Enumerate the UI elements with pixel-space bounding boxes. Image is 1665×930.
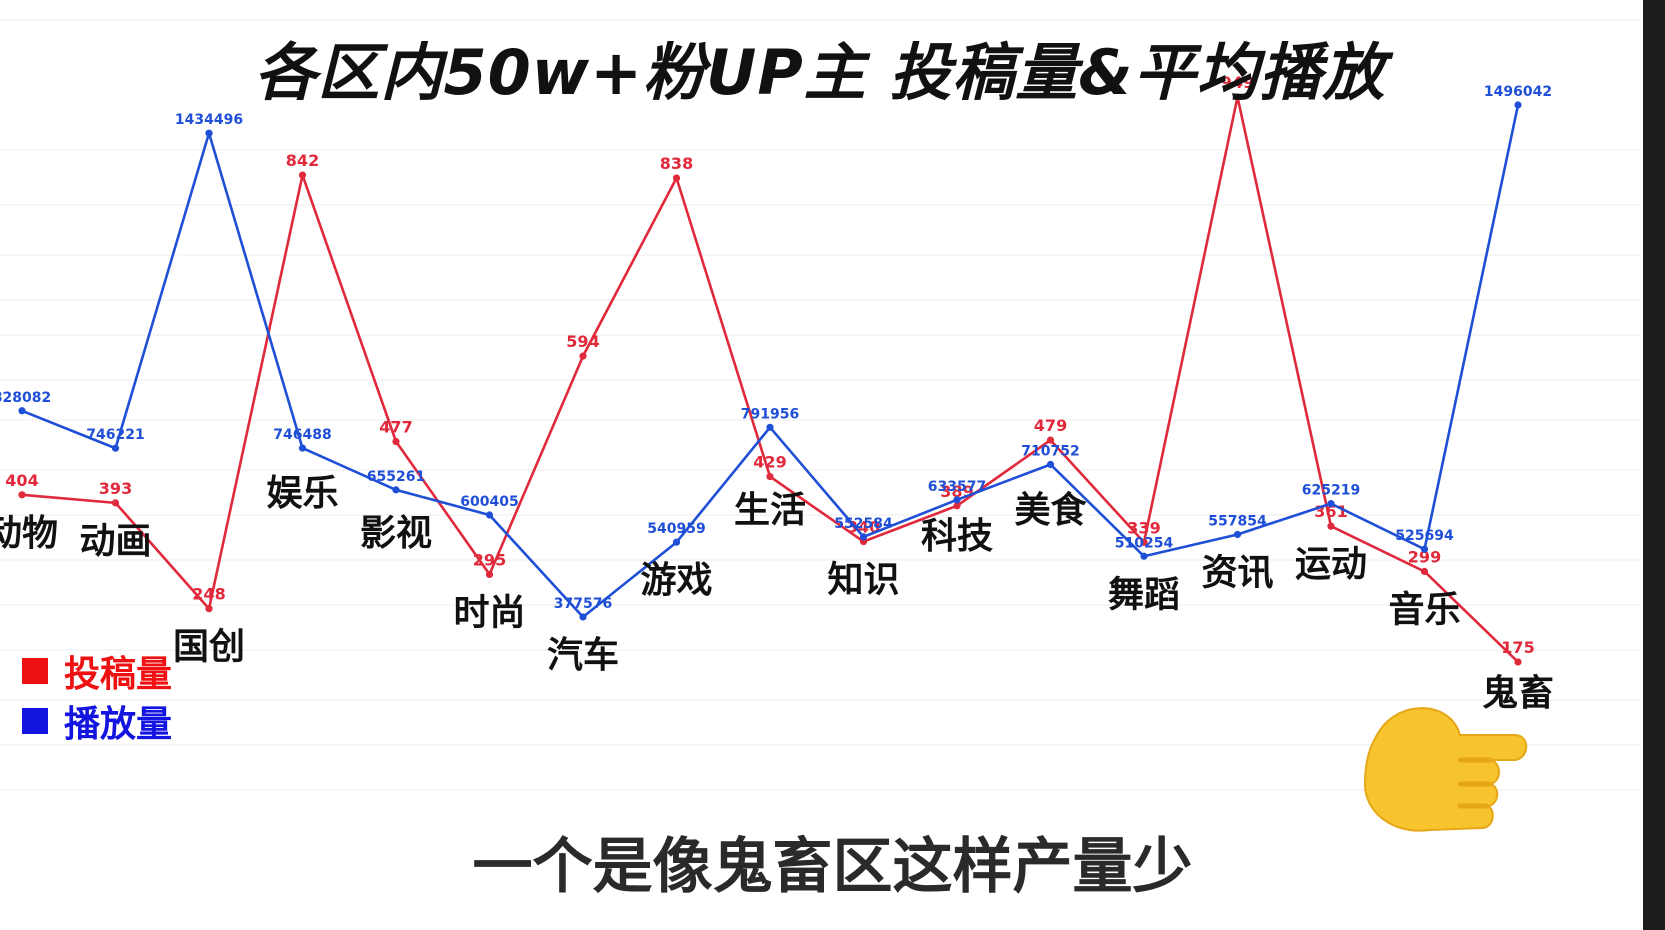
category-label: 舞蹈 — [1108, 574, 1180, 615]
legend-swatch-submissions — [22, 658, 48, 684]
data-point — [953, 502, 961, 510]
data-point — [298, 444, 307, 452]
data-point — [1514, 658, 1522, 666]
data-point — [1420, 545, 1429, 553]
data-label: 1434496 — [175, 112, 243, 128]
data-point — [766, 423, 774, 431]
data-point — [1233, 93, 1242, 101]
category-label: 游戏 — [640, 560, 712, 601]
category-label: 音乐 — [1388, 589, 1460, 630]
category-label: 运动 — [1295, 544, 1367, 585]
legend-label-plays: 播放量 — [64, 704, 173, 745]
data-point — [205, 129, 213, 137]
data-point — [1046, 460, 1055, 469]
category-label: 鬼畜 — [1482, 673, 1554, 714]
data-label: 540959 — [647, 521, 705, 537]
data-point — [1327, 500, 1335, 508]
data-label: 625219 — [1302, 483, 1360, 499]
data-point — [672, 538, 681, 546]
data-label: 175 — [1501, 638, 1534, 657]
legend-item-submissions: 投稿量 — [22, 645, 172, 697]
category-label: 生活 — [734, 490, 806, 531]
data-point — [859, 533, 868, 541]
data-point — [1514, 101, 1522, 109]
data-label: 377576 — [554, 596, 612, 612]
data-label: 600405 — [460, 494, 518, 510]
category-label: 汽车 — [547, 635, 619, 676]
data-point — [485, 511, 494, 519]
data-point — [205, 605, 213, 613]
data-label: 295 — [473, 550, 506, 569]
data-point — [18, 491, 26, 499]
pointing-hand-icon — [1363, 707, 1528, 832]
legend-item-plays: 播放量 — [22, 695, 172, 747]
data-label: 340 — [847, 518, 880, 537]
data-label: 842 — [286, 151, 319, 170]
data-point — [766, 472, 774, 481]
data-label: 746221 — [86, 427, 144, 443]
data-point — [1420, 567, 1429, 576]
data-label: 557854 — [1208, 513, 1267, 529]
category-label: 娱乐 — [266, 473, 338, 514]
data-label: 1496042 — [1484, 84, 1552, 100]
video-subtitle: 一个是像鬼畜区这样产量少 — [472, 832, 1193, 902]
data-label: 299 — [1408, 547, 1441, 566]
data-label: 594 — [566, 332, 599, 351]
data-label: 479 — [1034, 416, 1067, 435]
category-label: 时尚 — [453, 592, 525, 633]
category-label: 美食 — [1014, 490, 1087, 531]
data-label: 655261 — [367, 469, 425, 485]
series-line — [21, 104, 1520, 619]
data-label: 838 — [660, 154, 693, 173]
data-label: 828082 — [0, 390, 51, 406]
data-label: 525694 — [1395, 528, 1454, 544]
data-point — [579, 352, 587, 360]
category-label: 国创 — [173, 627, 245, 668]
window-edge — [1643, 0, 1665, 930]
data-point — [485, 570, 494, 579]
legend-swatch-plays — [22, 708, 48, 734]
category-label: 动画 — [79, 521, 151, 562]
category-label: 科技 — [921, 516, 993, 557]
data-point — [1140, 538, 1148, 546]
data-point — [579, 613, 587, 621]
data-point — [1140, 552, 1148, 560]
data-label: 393 — [99, 479, 132, 498]
data-point — [1327, 522, 1335, 530]
category-label: 影视 — [360, 513, 432, 554]
data-point — [1046, 436, 1055, 444]
data-point — [953, 496, 961, 504]
data-label: 510254 — [1115, 535, 1174, 551]
data-label: 248 — [192, 585, 225, 604]
category-label: 资讯 — [1201, 552, 1273, 593]
data-point — [392, 486, 400, 494]
data-label: 949 — [1221, 73, 1254, 92]
data-label: 791956 — [741, 406, 799, 422]
data-label: 429 — [753, 453, 786, 472]
data-label: 339 — [1127, 518, 1160, 537]
data-point — [111, 499, 120, 507]
category-label: 动物 — [0, 513, 58, 554]
data-label: 552584 — [834, 516, 893, 532]
data-point — [672, 174, 681, 182]
data-label: 746488 — [273, 427, 331, 443]
data-point — [18, 407, 26, 415]
data-point — [1233, 530, 1242, 539]
category-label: 知识 — [827, 560, 899, 601]
data-point — [298, 171, 307, 179]
data-label: 404 — [5, 471, 38, 490]
data-point — [111, 444, 120, 452]
data-label: 477 — [379, 418, 412, 437]
data-label: 633577 — [928, 479, 986, 495]
legend-label-submissions: 投稿量 — [64, 654, 173, 695]
data-label: 710752 — [1021, 443, 1079, 459]
chart-title: 各区内50w+粉UP主 投稿量&平均播放 — [254, 36, 1386, 109]
data-point — [392, 437, 400, 446]
